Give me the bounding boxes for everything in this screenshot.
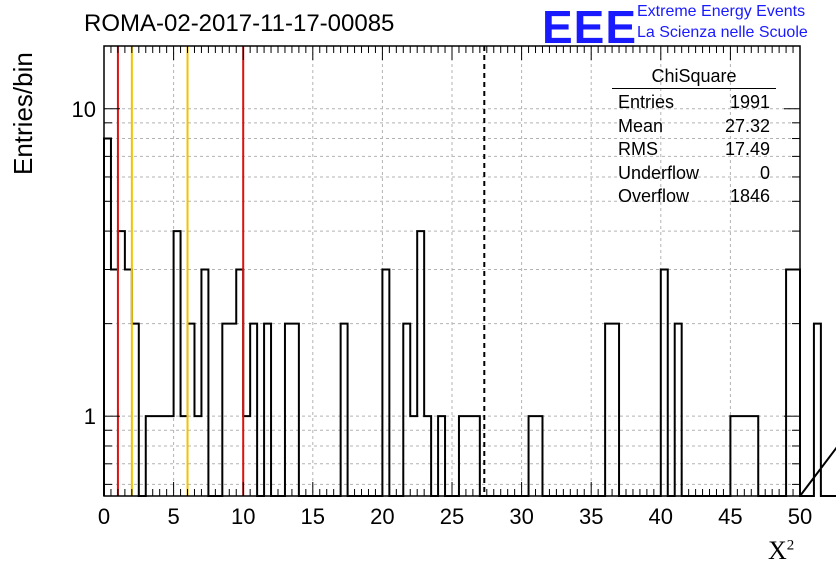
stats-row: RMS 17.49 [612, 138, 776, 162]
x-axis-label-superscript: 2 [786, 537, 795, 554]
stats-label: RMS [618, 139, 658, 159]
stats-value: 27.32 [724, 115, 770, 136]
stats-row: Overflow 1846 [612, 185, 776, 209]
x-tick-label: 5 [167, 504, 179, 529]
stats-value: 0 [759, 162, 770, 183]
histogram-series [103, 137, 836, 497]
x-tick-label: 35 [579, 504, 603, 529]
stats-label: Entries [618, 92, 675, 112]
x-axis-label: X2 [768, 536, 794, 566]
x-tick-label: 45 [718, 504, 742, 529]
x-tick-label: 30 [509, 504, 533, 529]
y-tick-label: 1 [84, 404, 96, 429]
x-tick-label: 40 [649, 504, 673, 529]
stats-label: Overflow [618, 186, 690, 206]
stats-value: 1846 [729, 186, 770, 206]
stats-rows: Entries 1991 Mean 27.32 RMS 17.49 Underflow 0 Ov… [612, 91, 776, 209]
eee-logo: EEE [542, 1, 638, 53]
x-axis-label-base: X [768, 536, 787, 565]
x-tick-label: 25 [440, 504, 464, 529]
x-tick-label: 50 [788, 504, 812, 529]
stats-box: ChiSquare Entries 1991 Mean 27.32 RMS 17.49 Un… [612, 66, 776, 209]
x-tick-label: 20 [370, 504, 394, 529]
logo-line-2: La Scienza nelle Scuole [637, 24, 808, 41]
stats-row: Entries 1991 [612, 91, 776, 115]
chart-title: ROMA-02-2017-11-17-00085 [84, 10, 395, 37]
y-tick-label: 10 [72, 97, 96, 122]
stats-row: Mean 27.32 [612, 115, 776, 139]
x-tick-label: 0 [98, 504, 110, 529]
stats-value: 17.49 [724, 139, 770, 159]
stats-box-title: ChiSquare [612, 66, 776, 89]
x-tick-label: 15 [301, 504, 325, 529]
stats-label: Mean [618, 115, 664, 136]
logo-line-1: Extreme Energy Events [637, 3, 806, 20]
x-tick-label: 10 [231, 504, 255, 529]
stats-label: Underflow [618, 162, 700, 183]
stats-value: 1991 [729, 92, 770, 112]
stats-row: Underflow 0 [612, 162, 776, 186]
